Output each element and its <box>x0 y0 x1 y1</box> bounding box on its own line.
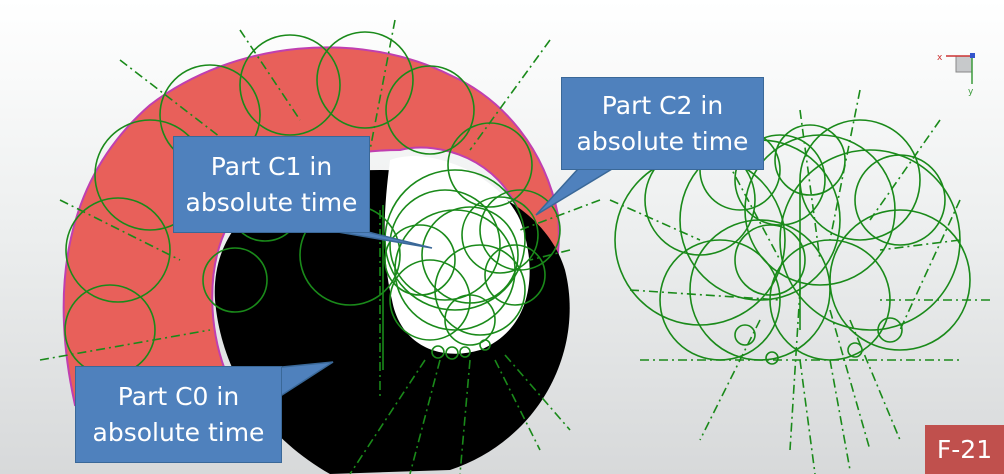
construction-circle <box>734 224 806 296</box>
callout-part-c2: Part C2 in absolute time <box>561 77 764 170</box>
construction-circle <box>389 189 501 301</box>
construction-dash-line <box>239 29 301 121</box>
construction-dash-line <box>829 359 851 471</box>
construction-dash-line <box>504 354 571 431</box>
construction-circle <box>202 247 268 313</box>
construction-circle <box>65 197 171 303</box>
construction-dash-line <box>494 359 541 451</box>
callout-part-c2-line2: absolute time <box>576 126 749 156</box>
construction-dash-line <box>349 359 426 474</box>
construction-geometry <box>39 19 990 474</box>
construction-circle <box>459 346 471 358</box>
construction-circle <box>877 317 903 343</box>
construction-dash-line <box>869 119 941 221</box>
construction-circle <box>854 154 946 246</box>
callout-part-c1-line1: Part C1 in <box>210 151 333 181</box>
construction-circle <box>734 134 826 226</box>
construction-circle <box>316 31 414 129</box>
construction-circle <box>734 324 756 346</box>
callout-part-c0: Part C0 in absolute time <box>75 366 282 463</box>
construction-circle <box>445 346 459 360</box>
construction-circle <box>385 65 475 155</box>
construction-dash-line <box>799 359 816 474</box>
construction-dash-line <box>789 289 801 451</box>
construction-dash-line <box>409 359 441 474</box>
construction-circle <box>461 196 539 274</box>
construction-dash-line <box>609 199 701 241</box>
construction-dash-line <box>469 39 551 151</box>
construction-dash-line <box>799 109 821 261</box>
construction-circle <box>479 339 491 351</box>
construction-circle <box>774 124 846 196</box>
construction-dash-line <box>529 249 571 261</box>
callout-part-c0-line2: absolute time <box>92 417 265 447</box>
part-c1-shape <box>384 156 530 354</box>
construction-dash-line <box>629 289 781 301</box>
construction-dash-line <box>459 359 471 474</box>
construction-dash-line <box>899 199 961 331</box>
figure-label: F-21 <box>925 425 1004 474</box>
construction-circle <box>389 259 471 341</box>
construction-dash-line <box>829 89 861 241</box>
construction-dash-line <box>829 309 871 451</box>
axis-y-label: y <box>968 87 974 97</box>
construction-circle <box>434 244 526 336</box>
view-cube-box[interactable] <box>955 55 973 73</box>
view-cube[interactable]: x y <box>937 53 975 97</box>
construction-circle <box>239 34 341 136</box>
construction-circle <box>765 351 779 365</box>
callout-part-c1-line2: absolute time <box>185 187 358 217</box>
construction-circle <box>384 224 456 296</box>
construction-circle <box>484 244 546 306</box>
callout-part-c0-line1: Part C0 in <box>117 381 240 411</box>
construction-circle <box>829 209 971 351</box>
construction-circle <box>779 149 961 331</box>
construction-dash-line <box>879 239 961 251</box>
construction-dash-line <box>699 319 761 441</box>
callout-part-c2-line1: Part C2 in <box>601 90 724 120</box>
construction-circle <box>431 345 445 359</box>
callout-part-c1: Part C1 in absolute time <box>173 136 370 233</box>
construction-dash-line <box>519 199 601 231</box>
construction-dash-line <box>59 199 181 261</box>
construction-dash-line <box>369 19 396 151</box>
construction-dash-line <box>699 109 781 261</box>
axis-x-label: x <box>937 53 943 63</box>
construction-dash-line <box>849 319 901 441</box>
construction-circle <box>444 294 496 346</box>
